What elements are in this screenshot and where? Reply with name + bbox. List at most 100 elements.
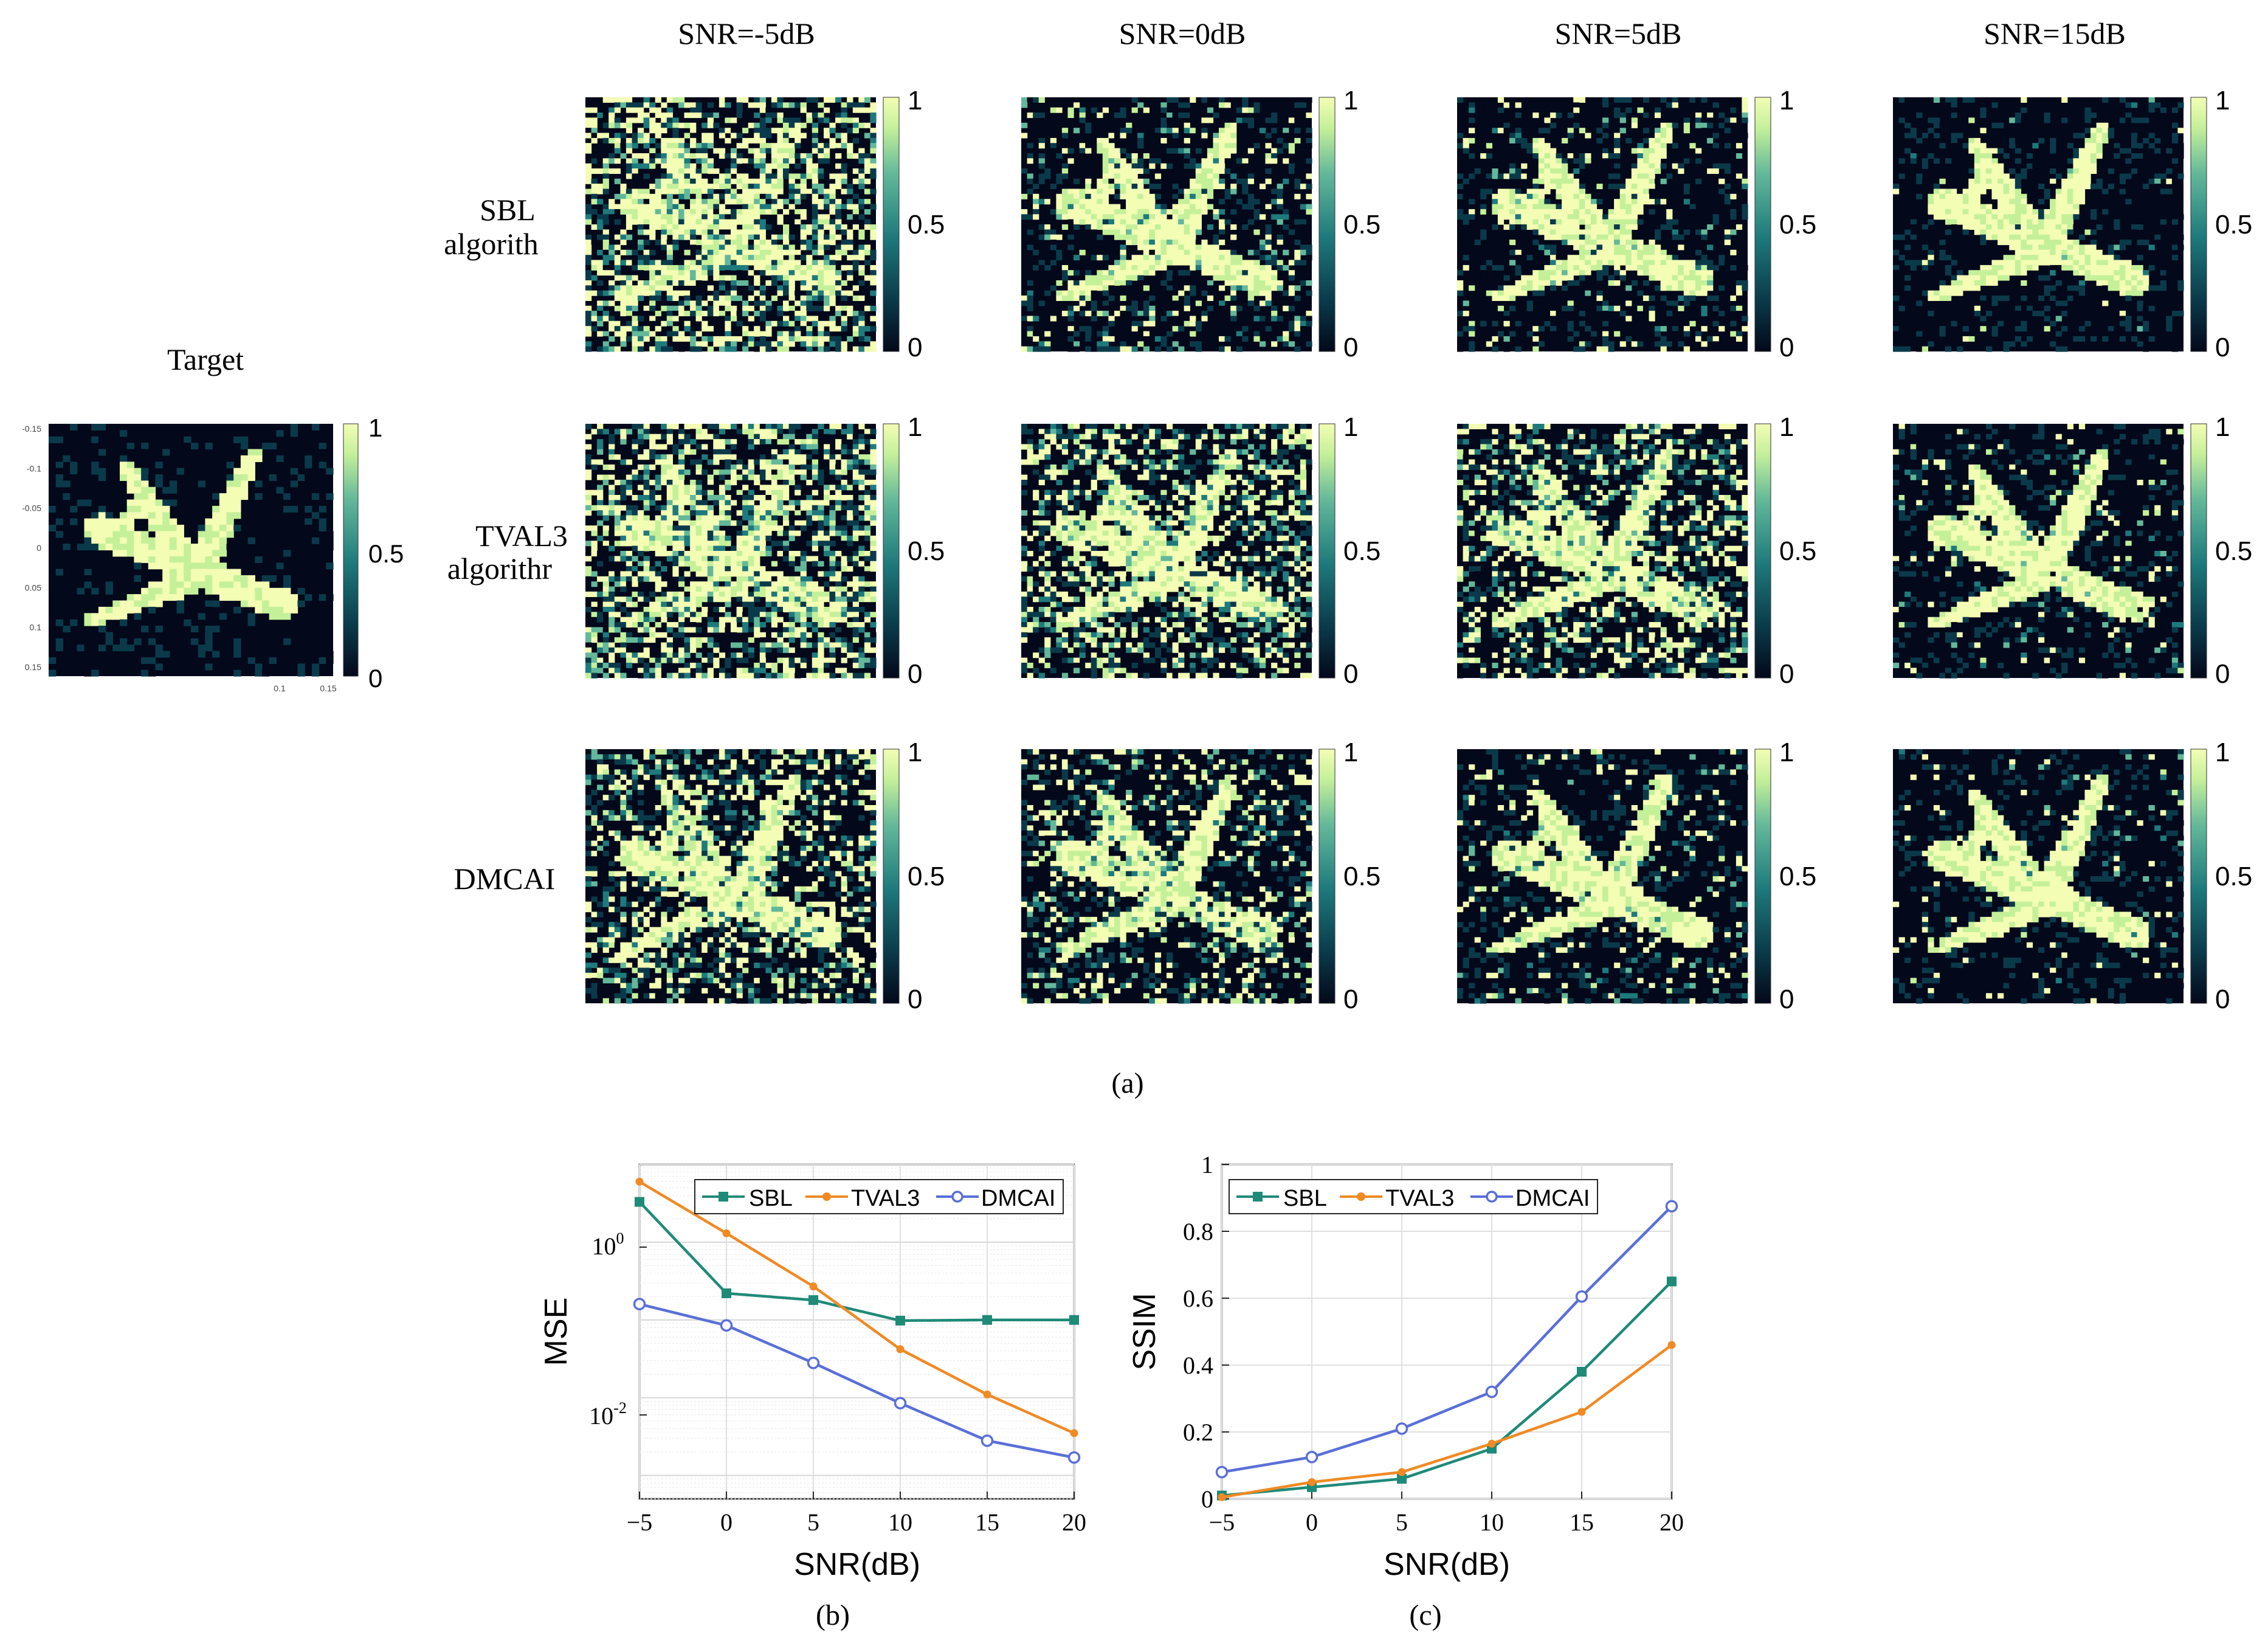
image-pixel — [818, 143, 824, 149]
image-pixel — [247, 537, 255, 544]
image-pixel — [1939, 188, 1946, 195]
image-pixel — [2084, 168, 2091, 174]
image-pixel — [1497, 331, 1505, 337]
image-pixel — [1061, 173, 1069, 179]
image-pixel — [678, 209, 685, 215]
image-pixel — [1097, 346, 1103, 352]
image-pixel — [1683, 158, 1690, 164]
image-pixel — [748, 204, 754, 210]
image-pixel — [632, 316, 638, 322]
image-pixel — [1735, 311, 1743, 317]
image-pixel — [184, 544, 191, 551]
image-pixel — [765, 199, 772, 205]
image-pixel — [1230, 316, 1237, 322]
image-pixel — [1033, 331, 1039, 337]
image-pixel — [198, 556, 205, 563]
image-pixel — [1933, 117, 1940, 123]
image-pixel — [620, 341, 627, 347]
image-pixel — [684, 300, 691, 306]
image-pixel — [1288, 209, 1295, 215]
image-pixel — [1167, 244, 1173, 251]
image-pixel — [1573, 280, 1580, 286]
image-pixel — [262, 669, 270, 677]
image-pixel — [695, 188, 702, 195]
image-pixel — [1538, 107, 1545, 113]
image-pixel — [2044, 117, 2050, 123]
image-pixel — [771, 244, 778, 251]
image-pixel — [748, 209, 754, 215]
image-pixel — [643, 173, 650, 179]
image-pixel — [1067, 336, 1074, 342]
image-pixel — [731, 199, 737, 205]
image-pixel — [835, 178, 842, 184]
image-pixel — [666, 320, 673, 327]
image-pixel — [290, 645, 298, 652]
image-pixel — [1503, 311, 1510, 317]
image-pixel — [1143, 224, 1150, 230]
image-pixel — [1097, 265, 1103, 271]
image-pixel — [1195, 199, 1202, 205]
image-pixel — [725, 260, 731, 266]
image-pixel — [1201, 316, 1208, 322]
image-pixel — [620, 229, 627, 235]
image-pixel — [1573, 153, 1580, 159]
image-pixel — [1492, 199, 1498, 205]
image-pixel — [1492, 320, 1498, 327]
image-pixel — [240, 480, 249, 488]
image-pixel — [736, 219, 743, 225]
image-pixel — [305, 424, 312, 431]
image-pixel — [1283, 305, 1289, 311]
image-pixel — [748, 296, 754, 301]
image-pixel — [2073, 188, 2080, 195]
image-pixel — [134, 493, 142, 500]
image-pixel — [864, 249, 871, 255]
image-pixel — [620, 280, 627, 286]
image-pixel — [176, 594, 184, 601]
image-pixel — [77, 455, 85, 462]
image-pixel — [1114, 270, 1121, 276]
image-pixel — [1469, 199, 1475, 205]
image-pixel — [134, 474, 142, 481]
image-pixel — [1172, 240, 1179, 246]
image-pixel — [632, 290, 638, 296]
image-pixel — [2009, 168, 2016, 174]
image-pixel — [112, 537, 120, 544]
image-pixel — [632, 163, 638, 169]
image-pixel — [1172, 97, 1179, 103]
image-pixel — [1642, 270, 1650, 276]
image-pixel — [672, 128, 679, 134]
image-pixel — [655, 214, 661, 220]
image-pixel — [1730, 265, 1737, 271]
image-pixel — [736, 229, 743, 235]
image-pixel — [678, 300, 685, 306]
image-pixel — [1492, 296, 1498, 301]
image-pixel — [176, 544, 184, 551]
image-pixel — [191, 443, 199, 450]
image-pixel — [2061, 178, 2068, 184]
image-pixel — [1608, 249, 1615, 255]
image-pixel — [678, 168, 685, 174]
image-pixel — [1585, 158, 1591, 164]
image-pixel — [661, 117, 667, 123]
image-pixel — [614, 326, 621, 332]
image-pixel — [643, 255, 650, 261]
image-pixel — [841, 341, 847, 347]
image-pixel — [2073, 133, 2080, 139]
image-pixel — [1526, 234, 1533, 240]
image-pixel — [1247, 270, 1254, 276]
image-pixel — [1277, 128, 1283, 134]
image-pixel — [626, 214, 633, 220]
image-pixel — [2009, 137, 2016, 144]
image-pixel — [754, 102, 760, 108]
image-pixel — [1074, 255, 1080, 261]
image-pixel — [1294, 219, 1301, 225]
image-pixel — [1672, 300, 1678, 306]
image-pixel — [731, 296, 737, 301]
image-pixel — [1503, 346, 1510, 352]
image-pixel — [1074, 199, 1080, 205]
image-pixel — [98, 449, 106, 456]
target-colorbar-tick-0.5: 0.5 — [368, 539, 404, 568]
image-pixel — [1097, 188, 1103, 195]
image-pixel — [1683, 346, 1690, 352]
image-pixel — [649, 275, 656, 281]
